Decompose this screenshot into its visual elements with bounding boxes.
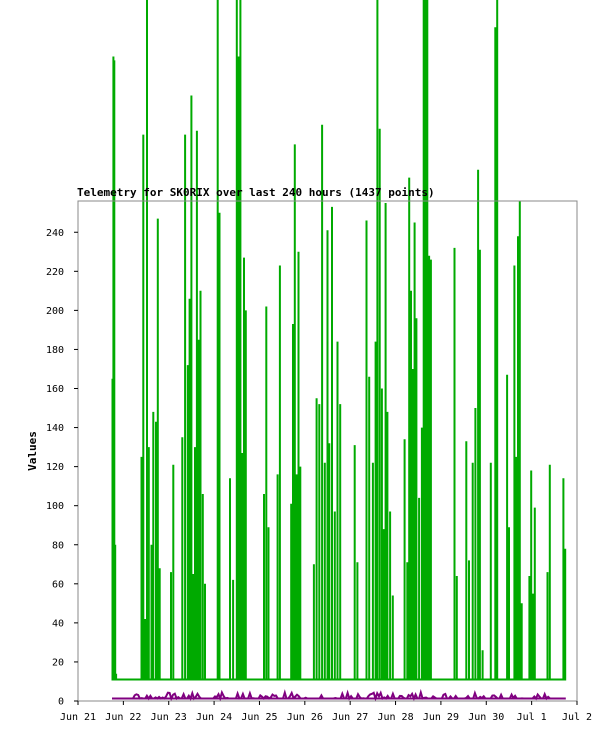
y-tick-label-3: 60 [52,579,64,590]
series-layer [111,0,567,702]
x-tick-label-5: Jun 26 [287,712,323,723]
x-tick-label-11: Jul 2 [562,712,592,723]
y-tick-label-5: 100 [46,501,64,512]
x-tick-label-1: Jun 22 [105,712,141,723]
y-tick-label-6: 120 [46,462,64,473]
y-tick-label-2: 40 [52,618,64,629]
y-tick-label-7: 140 [46,423,64,434]
x-tick-label-0: Jun 21 [60,712,96,723]
y-axis-title: Values [26,431,39,471]
y-tick-label-11: 220 [46,267,64,278]
x-tick-label-3: Jun 24 [196,712,232,723]
y-tick-label-10: 200 [46,306,64,317]
y-tick-label-9: 180 [46,345,64,356]
plot-frame [77,200,578,702]
x-tick-label-10: Jul 1 [517,712,547,723]
y-tick-label-0: 0 [58,697,64,708]
y-tick-label-1: 20 [52,657,64,668]
y-tick-label-12: 240 [46,228,64,239]
x-tick-label-2: Jun 23 [151,712,187,723]
x-tick-label-4: Jun 25 [241,712,277,723]
axis-layer: 0 20 40 60 80 100 120 140 160 180 200 220 240 Jun 21 J… [46,228,592,723]
series-line-0 [111,0,567,681]
x-tick-label-8: Jun 29 [423,712,459,723]
x-tick-label-9: Jun 30 [468,712,504,723]
y-tick-label-4: 80 [52,540,64,551]
x-tick-label-7: Jun 28 [377,712,413,723]
x-tick-label-6: Jun 27 [332,712,368,723]
chart-title: Telemetry for SK0RIX over last 240 hours… [77,186,435,199]
y-tick-label-8: 160 [46,384,64,395]
